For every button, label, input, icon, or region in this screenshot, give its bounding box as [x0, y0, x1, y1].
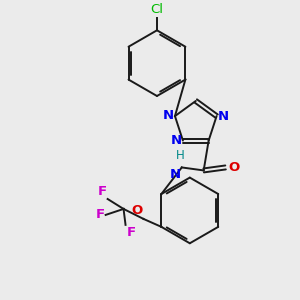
Text: Cl: Cl [151, 3, 164, 16]
Text: N: N [171, 134, 182, 147]
Text: N: N [218, 110, 229, 123]
Text: O: O [229, 161, 240, 174]
Text: F: F [98, 185, 106, 198]
Text: F: F [127, 226, 136, 239]
Text: N: N [170, 168, 181, 182]
Text: N: N [163, 109, 174, 122]
Text: H: H [176, 149, 184, 163]
Text: O: O [131, 204, 142, 217]
Text: F: F [95, 208, 105, 221]
